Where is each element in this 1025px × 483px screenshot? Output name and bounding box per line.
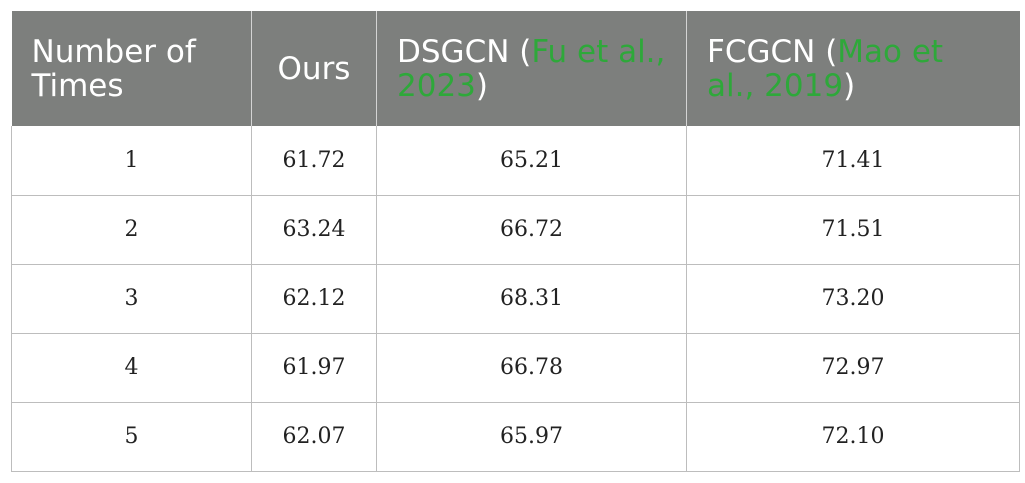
table-row: 4 61.97 66.78 72.97	[11, 333, 1020, 403]
cell-ours: 61.97	[251, 333, 377, 403]
results-table: Number of Times Ours DSGCN (Fu et al., 2…	[11, 11, 1020, 472]
table-row: 5 62.07 65.97 72.10	[11, 402, 1020, 472]
cell-dsgcn: 68.31	[376, 264, 687, 334]
cell-dsgcn: 65.21	[376, 126, 687, 196]
table-row: 1 61.72 65.21 71.41	[11, 126, 1020, 196]
header-number-of-times: Number of Times	[11, 11, 252, 126]
cell-number-of-times: 4	[11, 333, 252, 403]
cell-ours: 63.24	[251, 195, 377, 265]
cell-number-of-times: 1	[11, 126, 252, 196]
cell-number-of-times: 3	[11, 264, 252, 334]
header-dsgcn-close: )	[475, 67, 489, 104]
cell-number-of-times: 5	[11, 402, 252, 472]
cell-fcgcn: 72.10	[686, 402, 1020, 472]
cell-ours: 62.07	[251, 402, 377, 472]
header-dsgcn: DSGCN (Fu et al., 2023)	[376, 11, 687, 126]
table-body: 1 61.72 65.21 71.41 2 63.24 66.72 71.51 …	[11, 126, 1020, 472]
cell-fcgcn: 73.20	[686, 264, 1020, 334]
cell-dsgcn: 66.78	[376, 333, 687, 403]
header-fcgcn-label: FCGCN (	[707, 33, 838, 70]
header-row: Number of Times Ours DSGCN (Fu et al., 2…	[11, 11, 1020, 126]
table-row: 3 62.12 68.31 73.20	[11, 264, 1020, 334]
header-fcgcn-close: )	[843, 67, 856, 104]
cell-number-of-times: 2	[11, 195, 252, 265]
cell-fcgcn: 71.51	[686, 195, 1020, 265]
cell-dsgcn: 65.97	[376, 402, 687, 472]
cell-dsgcn: 66.72	[376, 195, 687, 265]
table-row: 2 63.24 66.72 71.51	[11, 195, 1020, 265]
cell-fcgcn: 71.41	[686, 126, 1020, 196]
header-dsgcn-label: DSGCN (	[397, 33, 532, 70]
cell-ours: 61.72	[251, 126, 377, 196]
citation-link-mao-2019[interactable]: Mao et al., 2019	[707, 33, 944, 104]
table-header: Number of Times Ours DSGCN (Fu et al., 2…	[11, 11, 1020, 126]
header-ours: Ours	[251, 11, 377, 126]
cell-fcgcn: 72.97	[686, 333, 1020, 403]
cell-ours: 62.12	[251, 264, 377, 334]
header-fcgcn: FCGCN (Mao et al., 2019)	[686, 11, 1020, 126]
citation-link-fu-2023[interactable]: Fu et al., 2023	[397, 33, 666, 104]
